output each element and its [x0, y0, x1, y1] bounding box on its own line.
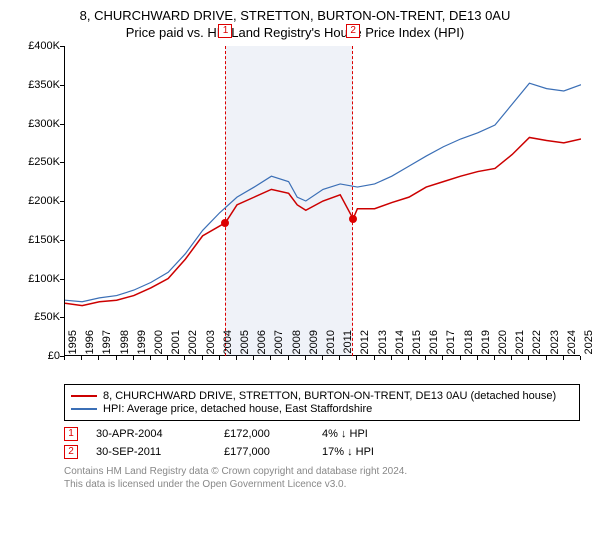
- legend-box: 8, CHURCHWARD DRIVE, STRETTON, BURTON-ON…: [64, 384, 580, 421]
- event-price: £177,000: [224, 446, 304, 458]
- marker-dot-2: [349, 215, 357, 223]
- x-axis-label: 2017: [445, 330, 457, 360]
- x-axis-label: 2001: [170, 330, 182, 360]
- x-axis-label: 2020: [497, 330, 509, 360]
- marker-label-2: 2: [346, 24, 360, 38]
- x-axis-label: 2012: [359, 330, 371, 360]
- event-delta: 17% ↓ HPI: [322, 446, 374, 458]
- marker-dot-1: [221, 219, 229, 227]
- x-axis-label: 2023: [549, 330, 561, 360]
- x-axis-label: 2011: [342, 330, 354, 360]
- event-marker-box: 1: [64, 427, 78, 441]
- x-axis-label: 2016: [428, 330, 440, 360]
- x-axis-label: 1995: [67, 330, 79, 360]
- legend-label: 8, CHURCHWARD DRIVE, STRETTON, BURTON-ON…: [103, 390, 556, 402]
- x-axis-label: 2002: [187, 330, 199, 360]
- y-axis-label: £300K: [28, 118, 60, 130]
- marker-label-1: 1: [218, 24, 232, 38]
- x-axis-label: 2008: [291, 330, 303, 360]
- y-axis-label: £200K: [28, 195, 60, 207]
- footnote: Contains HM Land Registry data © Crown c…: [64, 465, 580, 491]
- y-axis-label: £0: [48, 350, 60, 362]
- x-axis-label: 2005: [239, 330, 251, 360]
- footnote-line-2: This data is licensed under the Open Gov…: [64, 478, 580, 491]
- y-axis-label: £350K: [28, 79, 60, 91]
- x-axis-label: 2006: [256, 330, 268, 360]
- x-axis-label: 1999: [136, 330, 148, 360]
- series-property: [65, 137, 581, 305]
- chart-title: 8, CHURCHWARD DRIVE, STRETTON, BURTON-ON…: [10, 8, 580, 23]
- event-date: 30-SEP-2011: [96, 446, 206, 458]
- chart-subtitle: Price paid vs. HM Land Registry's House …: [10, 25, 580, 40]
- event-date: 30-APR-2004: [96, 428, 206, 440]
- y-axis-label: £250K: [28, 156, 60, 168]
- event-delta: 4% ↓ HPI: [322, 428, 368, 440]
- legend-row: 8, CHURCHWARD DRIVE, STRETTON, BURTON-ON…: [71, 390, 573, 402]
- x-axis-label: 1997: [101, 330, 113, 360]
- x-axis-label: 2019: [480, 330, 492, 360]
- x-axis-label: 2007: [273, 330, 285, 360]
- x-axis-label: 2004: [222, 330, 234, 360]
- y-axis-label: £150K: [28, 234, 60, 246]
- plot-region: 12: [64, 46, 580, 356]
- event-row: 2 30-SEP-2011 £177,000 17% ↓ HPI: [64, 445, 580, 459]
- event-price: £172,000: [224, 428, 304, 440]
- x-axis-label: 1998: [119, 330, 131, 360]
- event-table: 1 30-APR-2004 £172,000 4% ↓ HPI 2 30-SEP-2011…: [64, 427, 580, 459]
- x-axis-label: 2010: [325, 330, 337, 360]
- x-axis-label: 2014: [394, 330, 406, 360]
- x-axis-label: 2022: [531, 330, 543, 360]
- legend-swatch: [71, 395, 97, 397]
- chart-area: 12 £0£50K£100K£150K£200K£250K£300K£350K£…: [20, 46, 580, 376]
- legend-row: HPI: Average price, detached house, East…: [71, 403, 573, 415]
- legend-label: HPI: Average price, detached house, East…: [103, 403, 372, 415]
- x-axis-label: 2018: [463, 330, 475, 360]
- x-axis-label: 2013: [377, 330, 389, 360]
- y-axis-label: £400K: [28, 40, 60, 52]
- x-axis-label: 2024: [566, 330, 578, 360]
- x-axis-label: 2003: [205, 330, 217, 360]
- x-axis-label: 2015: [411, 330, 423, 360]
- series-hpi: [65, 83, 581, 302]
- line-series: [65, 46, 581, 356]
- x-axis-label: 1996: [84, 330, 96, 360]
- x-axis-label: 2000: [153, 330, 165, 360]
- legend-swatch: [71, 408, 97, 410]
- y-axis-label: £50K: [34, 311, 60, 323]
- x-axis-label: 2025: [583, 330, 595, 360]
- event-row: 1 30-APR-2004 £172,000 4% ↓ HPI: [64, 427, 580, 441]
- x-axis-label: 2021: [514, 330, 526, 360]
- y-axis-label: £100K: [28, 273, 60, 285]
- event-marker-box: 2: [64, 445, 78, 459]
- footnote-line-1: Contains HM Land Registry data © Crown c…: [64, 465, 580, 478]
- x-axis-label: 2009: [308, 330, 320, 360]
